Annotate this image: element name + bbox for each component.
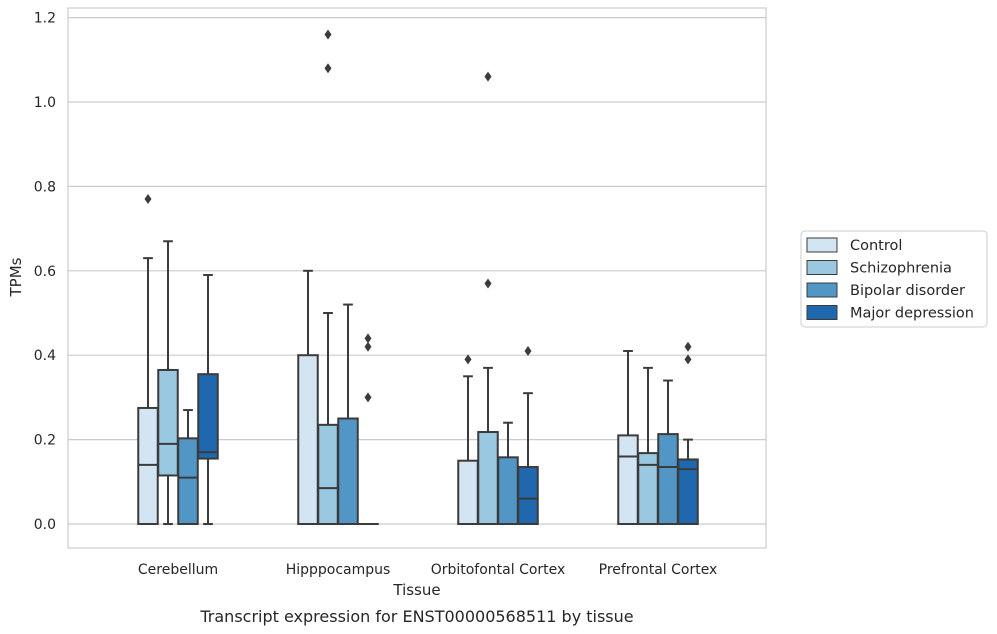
x-tick-label: Prefrontal Cortex: [599, 562, 718, 578]
outlier-point: [364, 333, 372, 344]
box-body: [457, 459, 479, 526]
outlier-point: [364, 392, 372, 403]
y-tick-label: 0.4: [34, 348, 56, 364]
box-schizophrenia: [637, 366, 659, 526]
outlier-point: [524, 345, 532, 356]
box-major-depression: [357, 333, 379, 526]
box-bipolar-disorder: [177, 409, 199, 526]
box-body: [497, 456, 519, 526]
outlier-point: [144, 194, 152, 205]
box-schizophrenia: [157, 240, 179, 525]
outlier-point: [324, 63, 332, 74]
legend-frame: [800, 230, 988, 328]
box-body: [197, 373, 219, 460]
outlier-point: [324, 29, 332, 40]
legend-swatch: [806, 282, 838, 298]
chart-caption: Transcript expression for ENST0000056851…: [199, 607, 633, 626]
outlier-point: [484, 278, 492, 289]
x-tick-label: Orbitofontal Cortex: [431, 562, 566, 578]
y-tick-label: 0.8: [34, 179, 56, 195]
box-control: [457, 354, 479, 526]
box-major-depression: [517, 345, 539, 525]
x-axis-title: Tissue: [392, 581, 440, 599]
x-tick-label: Cerebellum: [138, 562, 218, 578]
y-tick-label: 0.0: [34, 517, 56, 533]
box-control: [137, 194, 159, 526]
box-major-depression: [197, 274, 219, 525]
x-tick-label: Hipppocampus: [286, 562, 391, 578]
box-body: [317, 423, 339, 525]
box-body: [677, 458, 699, 525]
y-tick-label: 0.2: [34, 433, 56, 449]
plot-frame: [67, 7, 767, 549]
outlier-point: [364, 341, 372, 352]
outlier-point: [484, 71, 492, 82]
legend-label: Major depression: [850, 306, 974, 322]
box-body: [137, 406, 159, 526]
legend-swatch: [806, 237, 838, 253]
outlier-point: [684, 354, 692, 365]
y-tick-label: 1.2: [34, 11, 56, 27]
box-bipolar-disorder: [337, 303, 359, 525]
outlier-point: [684, 341, 692, 352]
box-body: [617, 434, 639, 526]
box-major-depression: [677, 341, 699, 525]
legend-swatch: [806, 260, 838, 275]
box-body: [477, 431, 499, 525]
box-body: [517, 466, 539, 525]
box-bipolar-disorder: [657, 379, 679, 526]
box-body: [637, 452, 659, 526]
legend-label: Schizophrenia: [850, 261, 952, 277]
box-bipolar-disorder: [497, 421, 519, 526]
box-body: [297, 354, 319, 526]
box-body: [177, 437, 199, 526]
legend-label: Bipolar disorder: [850, 283, 965, 299]
legend: Control Schizophrenia Bipolar disorder Majo…: [800, 230, 988, 328]
outlier-point: [464, 354, 472, 365]
box-body: [657, 433, 679, 526]
y-tick-labels: 0.0 0.2 0.4 0.6 0.8 1.0 1.2: [34, 11, 56, 533]
x-tick-labels: Cerebellum Hipppocampus Orbitofontal Corte…: [138, 562, 717, 578]
y-tick-label: 0.6: [34, 264, 56, 280]
box-series-group: [137, 29, 699, 526]
box-body: [157, 368, 179, 477]
box-body: [337, 417, 359, 525]
legend-swatch: [806, 305, 838, 320]
legend-label: Control: [850, 238, 902, 254]
y-tick-label: 1.0: [34, 95, 56, 111]
y-axis-title: TPMs: [7, 257, 25, 297]
